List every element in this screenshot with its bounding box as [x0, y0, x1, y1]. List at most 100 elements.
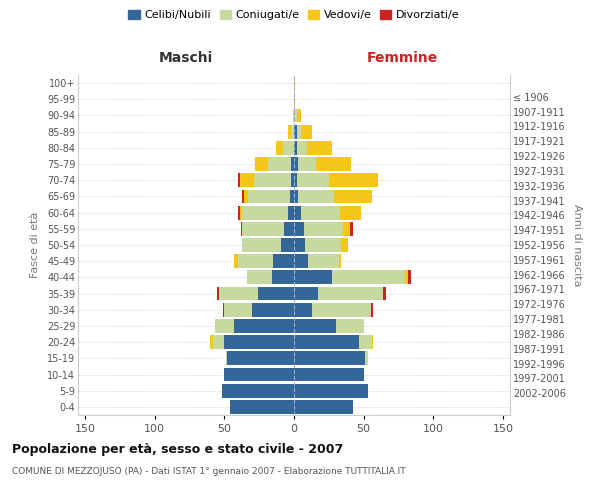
Bar: [223, 303, 224, 316]
Bar: [294, 125, 297, 138]
Bar: [343, 222, 350, 235]
Bar: [301, 206, 340, 220]
Bar: [227, 352, 294, 365]
Text: Femmine: Femmine: [367, 51, 437, 65]
Bar: [294, 400, 353, 414]
Bar: [294, 336, 359, 349]
Bar: [294, 141, 297, 154]
Bar: [308, 254, 338, 268]
Bar: [294, 238, 305, 252]
Bar: [244, 190, 248, 203]
Bar: [293, 108, 294, 122]
Bar: [219, 286, 258, 300]
Bar: [297, 141, 307, 154]
Bar: [294, 92, 295, 106]
Bar: [316, 157, 351, 171]
Bar: [336, 319, 364, 333]
Bar: [291, 174, 294, 187]
Bar: [341, 238, 349, 252]
Bar: [307, 141, 332, 154]
Bar: [276, 141, 283, 154]
Bar: [298, 157, 316, 171]
Bar: [317, 286, 383, 300]
Bar: [238, 254, 273, 268]
Bar: [281, 238, 294, 252]
Y-axis label: Fasce di età: Fasce di età: [30, 212, 40, 278]
Bar: [268, 157, 291, 171]
Bar: [371, 303, 373, 316]
Bar: [224, 303, 252, 316]
Bar: [294, 190, 298, 203]
Bar: [297, 125, 301, 138]
Bar: [242, 206, 289, 220]
Bar: [217, 286, 219, 300]
Bar: [294, 352, 365, 365]
Bar: [273, 254, 294, 268]
Bar: [294, 384, 368, 398]
Bar: [408, 270, 411, 284]
Bar: [359, 336, 372, 349]
Bar: [291, 125, 294, 138]
Bar: [350, 222, 353, 235]
Bar: [234, 254, 238, 268]
Bar: [283, 141, 294, 154]
Bar: [372, 336, 373, 349]
Bar: [241, 222, 242, 235]
Bar: [294, 254, 308, 268]
Text: COMUNE DI MEZZOJUSO (PA) - Dati ISTAT 1° gennaio 2007 - Elaborazione TUTTITALIA.: COMUNE DI MEZZOJUSO (PA) - Dati ISTAT 1°…: [12, 468, 406, 476]
Bar: [255, 157, 268, 171]
Bar: [406, 270, 408, 284]
Bar: [213, 336, 224, 349]
Bar: [340, 206, 361, 220]
Bar: [234, 319, 294, 333]
Bar: [242, 238, 281, 252]
Bar: [294, 108, 297, 122]
Bar: [238, 174, 239, 187]
Bar: [304, 222, 343, 235]
Bar: [338, 254, 341, 268]
Bar: [272, 270, 294, 284]
Bar: [312, 303, 371, 316]
Bar: [239, 174, 254, 187]
Bar: [298, 190, 334, 203]
Bar: [365, 352, 368, 365]
Bar: [294, 157, 298, 171]
Bar: [294, 270, 332, 284]
Bar: [294, 319, 336, 333]
Bar: [290, 190, 294, 203]
Bar: [289, 125, 291, 138]
Bar: [242, 222, 284, 235]
Bar: [224, 368, 294, 382]
Bar: [247, 270, 272, 284]
Bar: [332, 270, 406, 284]
Bar: [239, 206, 242, 220]
Bar: [248, 190, 290, 203]
Y-axis label: Anni di nascita: Anni di nascita: [572, 204, 583, 286]
Bar: [215, 319, 234, 333]
Legend: Celibi/Nubili, Coniugati/e, Vedovi/e, Divorziati/e: Celibi/Nubili, Coniugati/e, Vedovi/e, Di…: [124, 6, 464, 25]
Bar: [284, 222, 294, 235]
Bar: [254, 174, 291, 187]
Bar: [297, 174, 329, 187]
Bar: [294, 206, 301, 220]
Bar: [258, 286, 294, 300]
Bar: [297, 108, 301, 122]
Bar: [252, 303, 294, 316]
Bar: [334, 190, 372, 203]
Bar: [291, 157, 294, 171]
Bar: [383, 286, 386, 300]
Bar: [226, 352, 227, 365]
Bar: [305, 238, 341, 252]
Bar: [294, 368, 364, 382]
Bar: [329, 174, 377, 187]
Bar: [230, 400, 294, 414]
Bar: [294, 76, 295, 90]
Bar: [294, 222, 304, 235]
Text: Popolazione per età, sesso e stato civile - 2007: Popolazione per età, sesso e stato civil…: [12, 442, 343, 456]
Bar: [211, 336, 213, 349]
Bar: [289, 206, 294, 220]
Bar: [224, 336, 294, 349]
Bar: [242, 190, 244, 203]
Bar: [221, 384, 294, 398]
Bar: [294, 286, 317, 300]
